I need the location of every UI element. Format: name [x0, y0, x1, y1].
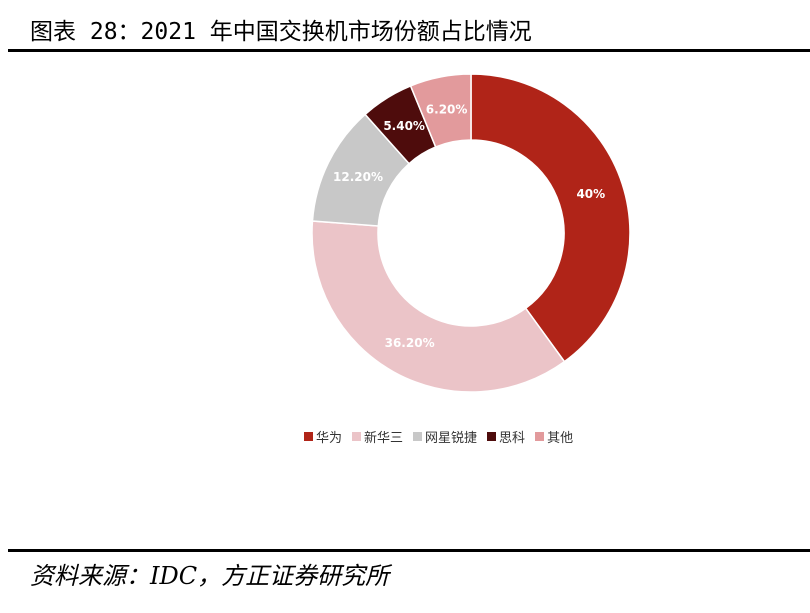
legend-item-cisco: 思科: [487, 427, 525, 446]
slice-label-huawei: 40%: [576, 187, 605, 201]
legend-label-cisco: 思科: [499, 431, 526, 446]
legend-item-huawei: 华为: [304, 427, 342, 446]
legend-item-ruijie: 网星锐捷: [413, 427, 477, 446]
slice-label-other: 6.20%: [426, 102, 468, 116]
legend-item-h3c: 新华三: [352, 427, 403, 446]
legend-swatch-other: [535, 432, 545, 441]
chart-legend: 华为 新华三 网星锐捷 思科 其他: [304, 427, 573, 446]
source-note: 资料来源：IDC，方正证券研究所: [30, 562, 390, 590]
legend-swatch-h3c: [352, 432, 362, 441]
slice-label-h3c: 36.20%: [385, 336, 435, 350]
slice-h3c: [311, 220, 566, 393]
legend-swatch-huawei: [304, 432, 313, 441]
bottom-rule: [8, 549, 810, 552]
slice-other: [409, 73, 472, 148]
legend-swatch-cisco: [487, 432, 497, 441]
legend-label-ruijie: 网星锐捷: [425, 431, 478, 446]
legend-item-other: 其他: [535, 427, 573, 446]
slice-huawei: [470, 73, 631, 363]
legend-swatch-ruijie: [413, 432, 423, 441]
donut-slices: [311, 73, 631, 393]
legend-label-huawei: 华为: [316, 431, 343, 446]
slice-label-cisco: 5.40%: [383, 119, 425, 133]
top-rule: [8, 49, 810, 52]
legend-label-h3c: 新华三: [364, 431, 404, 446]
figure-title: 图表 28：2021 年中国交换机市场份额占比情况: [30, 19, 532, 45]
legend-label-other: 其他: [547, 431, 574, 446]
donut-chart: 40% 36.20% 12.20% 5.40%6.20%: [311, 73, 631, 393]
slice-label-ruijie: 12.20%: [333, 170, 383, 184]
slice-labels: 40% 36.20% 12.20% 5.40%6.20%: [333, 102, 605, 350]
